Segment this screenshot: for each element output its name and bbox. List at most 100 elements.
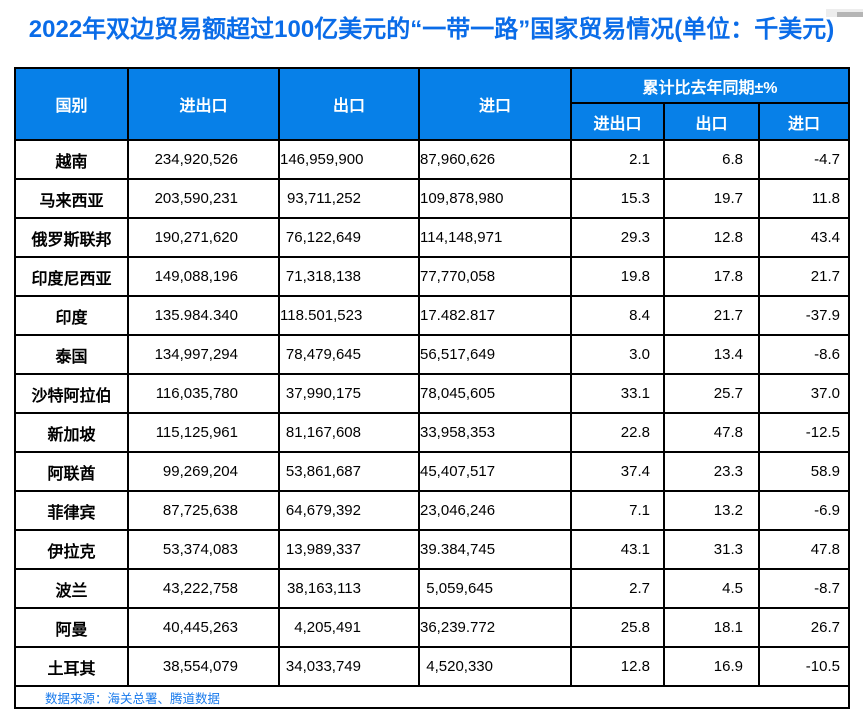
country-cell: 阿曼 <box>14 607 129 648</box>
yoy-export-cell: 4.5 <box>663 568 760 609</box>
yoy-export-cell: 23.3 <box>663 451 760 492</box>
table-row: 泰国 134,997,294 78,479,645 56,517,649 3.0… <box>14 334 850 375</box>
country-cell: 沙特阿拉伯 <box>14 373 129 414</box>
export-cell: 93,711,252 <box>278 178 420 219</box>
export-cell: 34,033,749 <box>278 646 420 687</box>
table-row: 沙特阿拉伯 116,035,780 37,990,175 78,045,605 … <box>14 373 850 414</box>
yoy-total-cell: 25.8 <box>570 607 665 648</box>
export-cell: 146,959,900 <box>278 139 420 180</box>
country-cell: 泰国 <box>14 334 129 375</box>
total-trade-cell: 43,222,758 <box>127 568 280 609</box>
yoy-export-cell: 13.2 <box>663 490 760 531</box>
yoy-total-cell: 37.4 <box>570 451 665 492</box>
export-cell: 76,122,649 <box>278 217 420 258</box>
yoy-export-cell: 18.1 <box>663 607 760 648</box>
yoy-total-cell: 2.7 <box>570 568 665 609</box>
yoy-export-cell: 13.4 <box>663 334 760 375</box>
table-row: 印度 135.984.340 118.501,523 17.482.817 8.… <box>14 295 850 336</box>
table-row: 俄罗斯联邦 190,271,620 76,122,649 114,148,971… <box>14 217 850 258</box>
scrollbar-thumb[interactable] <box>837 12 863 17</box>
header-export: 出口 <box>278 67 420 141</box>
total-trade-cell: 53,374,083 <box>127 529 280 570</box>
total-trade-cell: 190,271,620 <box>127 217 280 258</box>
header-yoy-import: 进口 <box>758 102 850 141</box>
export-cell: 13,989,337 <box>278 529 420 570</box>
country-cell: 波兰 <box>14 568 129 609</box>
yoy-total-cell: 2.1 <box>570 139 665 180</box>
country-cell: 俄罗斯联邦 <box>14 217 129 258</box>
table-row: 阿联酋 99,269,204 53,861,687 45,407,517 37.… <box>14 451 850 492</box>
total-trade-cell: 203,590,231 <box>127 178 280 219</box>
table-row: 新加坡 115,125,961 81,167,608 33,958,353 22… <box>14 412 850 453</box>
total-trade-cell: 149,088,196 <box>127 256 280 297</box>
yoy-import-cell: -8.6 <box>758 334 850 375</box>
table-row: 印度尼西亚 149,088,196 71,318,138 77,770,058 … <box>14 256 850 297</box>
yoy-import-cell: -4.7 <box>758 139 850 180</box>
yoy-import-cell: -10.5 <box>758 646 850 687</box>
yoy-import-cell: 11.8 <box>758 178 850 219</box>
yoy-export-cell: 31.3 <box>663 529 760 570</box>
header-import: 进口 <box>418 67 572 141</box>
table-row: 越南 234,920,526 146,959,900 87,960,626 2.… <box>14 139 850 180</box>
yoy-total-cell: 29.3 <box>570 217 665 258</box>
yoy-import-cell: 26.7 <box>758 607 850 648</box>
yoy-total-cell: 12.8 <box>570 646 665 687</box>
export-cell: 64,679,392 <box>278 490 420 531</box>
yoy-export-cell: 25.7 <box>663 373 760 414</box>
import-cell: 87,960,626 <box>418 139 572 180</box>
country-cell: 马来西亚 <box>14 178 129 219</box>
country-cell: 印度 <box>14 295 129 336</box>
export-cell: 4,205,491 <box>278 607 420 648</box>
import-cell: 23,046,246 <box>418 490 572 531</box>
header-yoy-group: 累计比去年同期±% <box>570 67 850 104</box>
country-cell: 印度尼西亚 <box>14 256 129 297</box>
total-trade-cell: 40,445,263 <box>127 607 280 648</box>
table-row: 波兰 43,222,758 38,163,113 5,059,645 2.7 4… <box>14 568 850 609</box>
total-trade-cell: 87,725,638 <box>127 490 280 531</box>
yoy-total-cell: 15.3 <box>570 178 665 219</box>
yoy-total-cell: 7.1 <box>570 490 665 531</box>
total-trade-cell: 115,125,961 <box>127 412 280 453</box>
yoy-export-cell: 17.8 <box>663 256 760 297</box>
table-footer: 数据来源：海关总署、腾道数据 <box>14 685 850 709</box>
import-cell: 33,958,353 <box>418 412 572 453</box>
import-cell: 56,517,649 <box>418 334 572 375</box>
yoy-total-cell: 33.1 <box>570 373 665 414</box>
yoy-import-cell: 43.4 <box>758 217 850 258</box>
import-cell: 17.482.817 <box>418 295 572 336</box>
table-header: 国别 进出口 出口 进口 累计比去年同期±% 进出口 出口 进口 <box>14 67 850 141</box>
country-cell: 菲律宾 <box>14 490 129 531</box>
horizontal-scrollbar[interactable] <box>826 9 863 17</box>
import-cell: 39.384,745 <box>418 529 572 570</box>
import-cell: 36,239.772 <box>418 607 572 648</box>
total-trade-cell: 134,997,294 <box>127 334 280 375</box>
header-country: 国别 <box>14 67 129 141</box>
yoy-import-cell: 47.8 <box>758 529 850 570</box>
yoy-import-cell: -6.9 <box>758 490 850 531</box>
trade-table: 国别 进出口 出口 进口 累计比去年同期±% 进出口 出口 进口 越南 234,… <box>14 67 850 709</box>
total-trade-cell: 99,269,204 <box>127 451 280 492</box>
export-cell: 38,163,113 <box>278 568 420 609</box>
yoy-export-cell: 19.7 <box>663 178 760 219</box>
export-cell: 71,318,138 <box>278 256 420 297</box>
yoy-import-cell: 58.9 <box>758 451 850 492</box>
header-yoy-export: 出口 <box>663 102 760 141</box>
country-cell: 阿联酋 <box>14 451 129 492</box>
yoy-import-cell: -8.7 <box>758 568 850 609</box>
export-cell: 118.501,523 <box>278 295 420 336</box>
country-cell: 新加坡 <box>14 412 129 453</box>
page-title: 2022年双边贸易额超过100亿美元的“一带一路”国家贸易情况(单位：千美元) <box>28 16 835 43</box>
import-cell: 4,520,330 <box>418 646 572 687</box>
import-cell: 109,878,980 <box>418 178 572 219</box>
yoy-total-cell: 3.0 <box>570 334 665 375</box>
yoy-total-cell: 8.4 <box>570 295 665 336</box>
yoy-export-cell: 12.8 <box>663 217 760 258</box>
data-source-note: 数据来源：海关总署、腾道数据 <box>14 685 850 709</box>
country-cell: 越南 <box>14 139 129 180</box>
table-body: 越南 234,920,526 146,959,900 87,960,626 2.… <box>14 139 850 687</box>
table-row: 马来西亚 203,590,231 93,711,252 109,878,980 … <box>14 178 850 219</box>
export-cell: 53,861,687 <box>278 451 420 492</box>
export-cell: 37,990,175 <box>278 373 420 414</box>
header-total-trade: 进出口 <box>127 67 280 141</box>
import-cell: 78,045,605 <box>418 373 572 414</box>
